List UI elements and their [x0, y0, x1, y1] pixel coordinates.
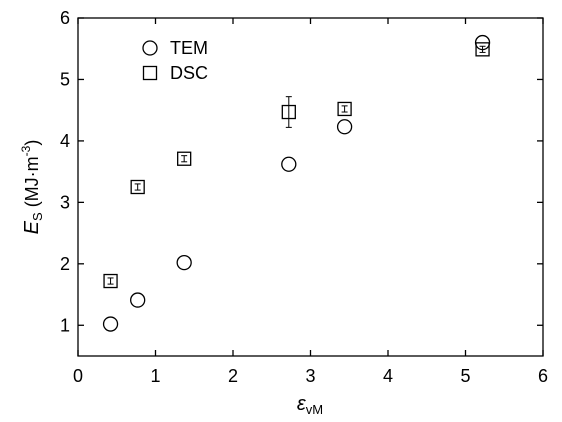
y-label-sup: -3: [19, 145, 33, 156]
point: [102, 316, 119, 332]
y-label-unit: (MJ·m: [22, 156, 42, 212]
point: [130, 292, 146, 308]
point: [475, 42, 490, 57]
point: [337, 101, 352, 117]
point: [130, 179, 145, 195]
y-axis-label: ES (MJ·m-3): [19, 140, 45, 235]
x-tick-label: 2: [228, 366, 238, 386]
legend-marker: [142, 65, 158, 81]
x-tick-label: 0: [73, 366, 83, 386]
y-label-end: ): [22, 140, 42, 146]
y-tick-label: 1: [60, 315, 70, 335]
plot-frame: [77, 17, 544, 357]
y-tick-label: 5: [60, 69, 70, 89]
x-axis-label: εvM: [297, 393, 323, 417]
point: [176, 254, 192, 271]
point: [177, 151, 192, 166]
x-tick-label: 4: [383, 366, 393, 386]
point: [281, 156, 297, 172]
y-tick-label: 6: [60, 8, 70, 28]
y-tick-label: 4: [60, 131, 70, 151]
legend-marker: [142, 40, 158, 56]
x-label-main: ε: [297, 393, 307, 415]
y-tick-label: 2: [60, 254, 70, 274]
y-tick-label: 3: [60, 192, 70, 212]
x-tick-label: 6: [538, 366, 548, 386]
x-tick-label: 5: [460, 366, 470, 386]
y-label-sub: S: [30, 212, 45, 221]
legend-label: TEM: [170, 38, 208, 58]
y-label-main: E: [21, 220, 43, 234]
x-tick-label: 3: [305, 366, 315, 386]
legend-label: DSC: [170, 63, 208, 83]
x-label-sub: vM: [306, 402, 323, 417]
x-tick-label: 1: [150, 366, 160, 386]
point: [336, 119, 353, 135]
point: [103, 273, 118, 289]
